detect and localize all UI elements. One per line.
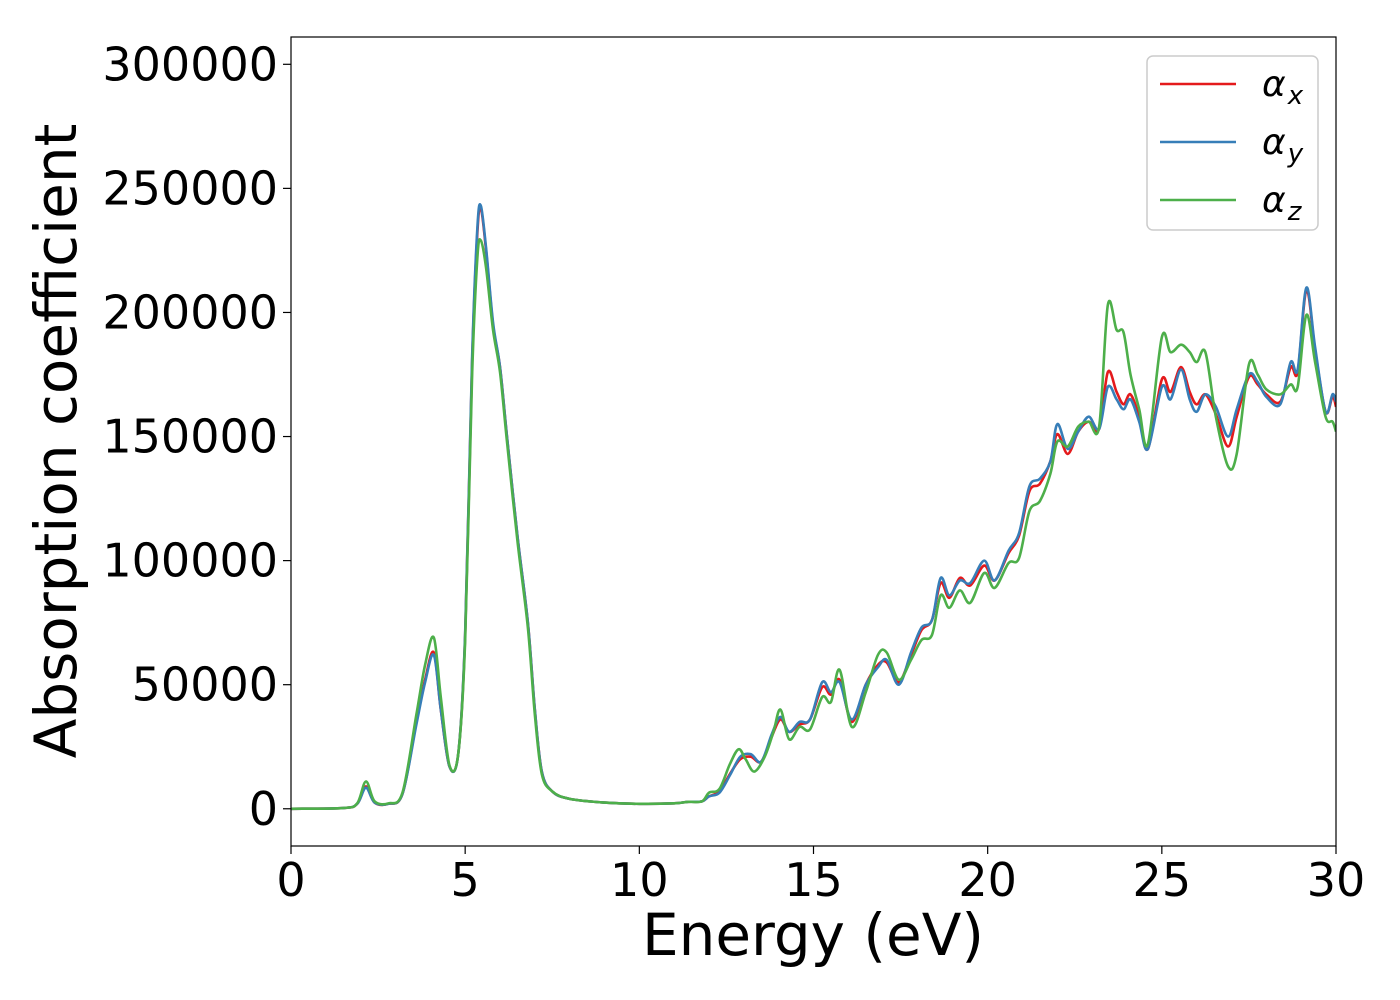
y-tick-label: 100000 (102, 534, 278, 588)
x-tick-label: 30 (1307, 853, 1366, 907)
y-axis: 0 50000 100000 150000 200000 250000 300000 (102, 37, 291, 836)
y-tick-label: 200000 (102, 285, 278, 339)
y-axis-label: Absorption coefficient (22, 124, 90, 759)
series-layer (291, 202, 1336, 811)
y-tick-label: 150000 (102, 410, 278, 464)
y-tick-label: 0 (249, 782, 278, 836)
x-tick-label: 15 (784, 853, 843, 907)
x-axis: 0 5 10 15 20 25 30 (276, 846, 1365, 907)
series-line-y (291, 202, 1336, 811)
x-tick-label: 20 (958, 853, 1017, 907)
x-tick-label: 10 (610, 853, 669, 907)
x-tick-label: 5 (451, 853, 480, 907)
y-tick-label: 50000 (132, 658, 278, 712)
series-line-z (291, 238, 1336, 811)
x-tick-label: 0 (276, 853, 305, 907)
y-tick-label: 250000 (102, 161, 278, 215)
x-axis-label: Energy (eV) (642, 901, 984, 969)
y-tick-label: 300000 (102, 37, 278, 91)
x-tick-label: 25 (1133, 853, 1192, 907)
